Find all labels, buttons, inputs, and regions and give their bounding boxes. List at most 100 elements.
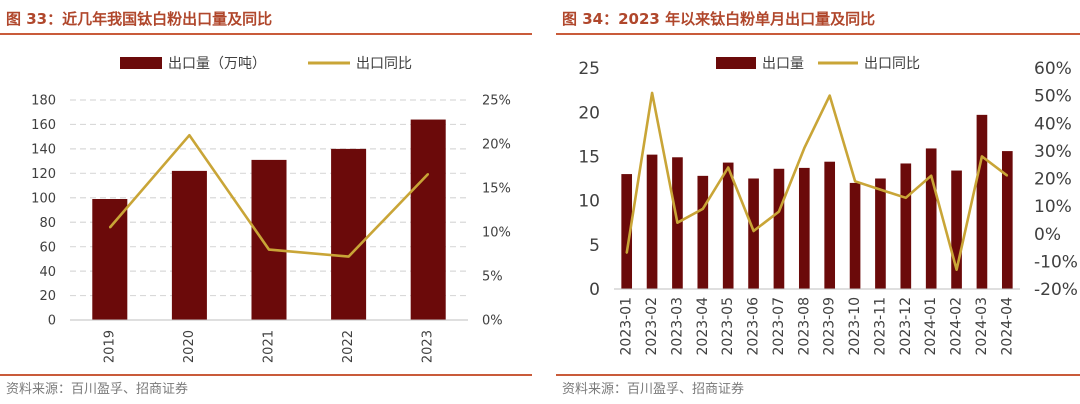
y-left-tick-label: 10 xyxy=(578,192,600,212)
yoy-point-2023-12 xyxy=(905,197,907,199)
x-tick-label: 2023-01 xyxy=(619,297,635,356)
yoy-point-2023-07 xyxy=(778,210,780,213)
right-figure-panel: 图 34：2023 年以来钛白粉单月出口量及同比 0 5 10 15 20 25 -20% -… xyxy=(556,0,1080,404)
figure-title: 图 33：近几年我国钛白粉出口量及同比 xyxy=(6,10,273,28)
yoy-point-2020 xyxy=(188,134,191,136)
y-left-tick-label: 25 xyxy=(578,59,600,79)
yoy-point-2024-03 xyxy=(981,155,983,158)
figure-title: 图 34：2023 年以来钛白粉单月出口量及同比 xyxy=(562,10,876,28)
yoy-point-2023 xyxy=(427,173,430,175)
left-figure-panel: 图 33：近几年我国钛白粉出口量及同比 0 20 40 60 80 100 120 140 16… xyxy=(0,0,532,404)
x-tick-label: 2021 xyxy=(262,330,277,363)
y-left-tick-label: 0 xyxy=(589,280,600,300)
y-right-tick-label: 0% xyxy=(1034,225,1061,245)
y-left-tick-label: 5 xyxy=(589,236,600,256)
y-left-tick-label: 0 xyxy=(48,314,56,329)
y-right-tick-label: 10% xyxy=(482,226,511,241)
x-tick-label: 2023-11 xyxy=(872,297,888,356)
bar-2023-07 xyxy=(773,168,785,289)
yoy-point-2023-11 xyxy=(879,188,882,191)
y-left-tick-label: 40 xyxy=(39,265,56,280)
yoy-point-2023-08 xyxy=(803,147,806,149)
yoy-point-2022 xyxy=(347,255,350,258)
y-right-tick-label: 40% xyxy=(1034,114,1072,134)
x-tick-label: 2023-02 xyxy=(644,297,660,356)
bar-2024-02 xyxy=(951,170,962,289)
yoy-line xyxy=(625,91,1009,271)
source-rule xyxy=(556,374,1080,376)
x-tick-label: 2023-10 xyxy=(847,297,863,356)
bar-2024-03 xyxy=(976,114,988,290)
legend-bar-swatch xyxy=(716,57,756,69)
bar-2024-04 xyxy=(1001,151,1013,289)
y-right-tick-label: 20% xyxy=(1034,170,1072,190)
yoy-point-2021 xyxy=(268,248,270,251)
bar-2023-01 xyxy=(621,174,633,289)
y-left-tick-label: 140 xyxy=(31,143,56,158)
y-right-tick-label: 15% xyxy=(482,182,511,197)
source-note: 资料来源：百川盈孚、招商证券 xyxy=(6,382,189,397)
yoy-point-2019 xyxy=(109,226,111,229)
title-rule xyxy=(556,33,1080,35)
x-tick-label: 2020 xyxy=(182,330,197,363)
title-rule xyxy=(0,33,532,35)
yoy-point-2023-05 xyxy=(727,166,729,169)
x-tick-label: 2023 xyxy=(421,330,436,363)
y-left-tick-label: 100 xyxy=(31,191,56,206)
bar-2023 xyxy=(410,119,446,320)
yoy-point-2024-04 xyxy=(1006,174,1009,177)
yoy-point-2023-06 xyxy=(752,230,755,232)
y-left-tick-label: 180 xyxy=(31,94,56,109)
x-tick-label: 2023-08 xyxy=(796,297,812,356)
y-right-tick-label: -20% xyxy=(1034,280,1078,300)
y-right-tick-label: 30% xyxy=(1034,142,1072,162)
x-tick-label: 2024-04 xyxy=(999,297,1015,356)
yoy-point-2024-01 xyxy=(930,174,932,177)
x-tick-label: 2023-03 xyxy=(669,297,685,356)
bar-2021 xyxy=(251,159,287,320)
x-tick-label: 2023-07 xyxy=(771,297,787,356)
bar-2022 xyxy=(331,148,367,320)
bar-2023-05 xyxy=(722,162,734,289)
yoy-point-2023-04 xyxy=(702,208,704,210)
yoy-point-2023-01 xyxy=(625,252,628,254)
yoy-point-2023-02 xyxy=(651,92,653,94)
source-note: 资料来源：百川盈孚、招商证券 xyxy=(562,382,745,397)
yoy-point-2023-03 xyxy=(676,221,679,224)
bar-2023-02 xyxy=(646,154,658,289)
y-left-tick-label: 120 xyxy=(31,167,56,182)
y-right-tick-label: -10% xyxy=(1034,252,1078,272)
yoy-point-2023-09 xyxy=(828,94,831,97)
x-tick-label: 2024-02 xyxy=(949,297,965,356)
x-tick-label: 2024-01 xyxy=(923,297,939,356)
x-tick-label: 2023-04 xyxy=(695,297,711,356)
bar-2023-06 xyxy=(748,178,759,289)
y-left-tick-label: 15 xyxy=(578,148,600,168)
bar-2023-09 xyxy=(824,161,836,289)
legend-line-label: 出口同比 xyxy=(356,56,412,72)
x-tick-label: 2023-05 xyxy=(720,297,736,356)
yoy-point-2023-10 xyxy=(854,180,856,183)
bar-2023-04 xyxy=(697,175,709,289)
y-right-tick-label: 0% xyxy=(482,314,503,329)
y-left-tick-label: 160 xyxy=(31,118,56,133)
legend-line-label: 出口同比 xyxy=(864,56,920,72)
y-right-tick-label: 5% xyxy=(482,270,503,285)
x-tick-label: 2023-09 xyxy=(822,297,838,356)
bar-2023-11 xyxy=(875,178,886,289)
x-tick-label: 2023-06 xyxy=(746,297,762,356)
y-right-tick-label: 50% xyxy=(1034,87,1072,107)
monthly-export-chart: 0 5 10 15 20 25 -20% -10% 0% 10% 20% 30% 40% 50% 60% 20… xyxy=(578,56,1078,356)
y-right-tick-label: 60% xyxy=(1034,59,1072,79)
source-rule xyxy=(0,374,532,376)
y-left-tick-label: 20 xyxy=(578,103,600,123)
annual-export-chart: 0 20 40 60 80 100 120 140 160 180 0% 5% 10% 15% 20% 25%… xyxy=(31,56,511,363)
y-left-tick-label: 80 xyxy=(39,216,56,231)
y-right-tick-label: 20% xyxy=(482,138,511,153)
y-left-tick-label: 60 xyxy=(39,240,56,255)
x-tick-label: 2023-12 xyxy=(898,297,914,356)
x-tick-label: 2019 xyxy=(102,330,117,363)
bar-2024-01 xyxy=(925,148,937,289)
y-left-tick-label: 20 xyxy=(39,289,56,304)
legend-bar-swatch xyxy=(120,57,162,69)
